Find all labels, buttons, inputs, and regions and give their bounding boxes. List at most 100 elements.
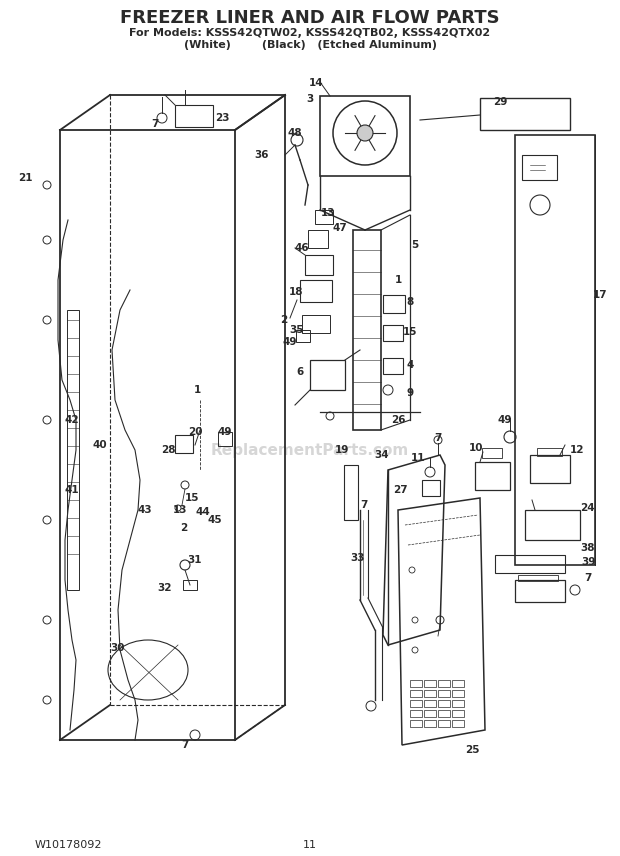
Bar bbox=[530, 455, 570, 483]
Bar bbox=[410, 710, 422, 717]
Text: 7: 7 bbox=[360, 500, 368, 510]
Text: 38: 38 bbox=[581, 543, 595, 553]
Text: 47: 47 bbox=[332, 223, 347, 233]
Text: 28: 28 bbox=[161, 445, 175, 455]
Text: 27: 27 bbox=[392, 485, 407, 495]
Text: 20: 20 bbox=[188, 427, 202, 437]
Bar bbox=[452, 700, 464, 707]
Text: 11: 11 bbox=[410, 453, 425, 463]
Text: 34: 34 bbox=[374, 450, 389, 460]
Text: 15: 15 bbox=[185, 493, 199, 503]
Bar bbox=[515, 135, 595, 565]
Bar bbox=[438, 690, 450, 697]
Bar bbox=[495, 555, 565, 573]
Bar bbox=[183, 580, 197, 590]
Bar bbox=[344, 465, 358, 520]
Bar bbox=[315, 210, 333, 224]
Bar bbox=[438, 720, 450, 727]
Text: 46: 46 bbox=[294, 243, 309, 253]
Text: ReplacementParts.com: ReplacementParts.com bbox=[211, 443, 409, 457]
Bar bbox=[310, 360, 345, 390]
Bar bbox=[424, 690, 436, 697]
Bar bbox=[522, 155, 557, 180]
Text: 41: 41 bbox=[64, 485, 79, 495]
Bar bbox=[305, 255, 333, 275]
Text: 18: 18 bbox=[289, 287, 303, 297]
Text: 30: 30 bbox=[111, 643, 125, 653]
Text: 8: 8 bbox=[406, 297, 414, 307]
Text: 32: 32 bbox=[157, 583, 172, 593]
Bar bbox=[452, 690, 464, 697]
Bar bbox=[438, 700, 450, 707]
Text: 25: 25 bbox=[465, 745, 479, 755]
Text: 49: 49 bbox=[283, 337, 297, 347]
Bar bbox=[480, 98, 570, 130]
Bar bbox=[383, 325, 403, 341]
Text: 42: 42 bbox=[64, 415, 79, 425]
Bar bbox=[452, 680, 464, 687]
Text: 49: 49 bbox=[218, 427, 232, 437]
Bar bbox=[537, 448, 562, 456]
Text: W10178092: W10178092 bbox=[35, 840, 102, 850]
Text: 29: 29 bbox=[493, 97, 507, 107]
Text: 21: 21 bbox=[18, 173, 32, 183]
Bar bbox=[482, 448, 502, 458]
Bar bbox=[67, 310, 79, 590]
Bar bbox=[424, 700, 436, 707]
Bar bbox=[383, 358, 403, 374]
Bar bbox=[300, 280, 332, 302]
Text: 35: 35 bbox=[290, 325, 304, 335]
Bar bbox=[296, 330, 310, 342]
Bar bbox=[175, 435, 193, 453]
Text: For Models: KSSS42QTW02, KSSS42QTB02, KSSS42QTX02: For Models: KSSS42QTW02, KSSS42QTB02, KS… bbox=[130, 28, 490, 38]
Text: 13: 13 bbox=[321, 208, 335, 218]
Text: 14: 14 bbox=[309, 78, 323, 88]
Text: 26: 26 bbox=[391, 415, 405, 425]
Text: (White)        (Black)   (Etched Aluminum): (White) (Black) (Etched Aluminum) bbox=[184, 40, 436, 50]
Text: 44: 44 bbox=[196, 507, 210, 517]
Text: 24: 24 bbox=[580, 503, 595, 513]
Text: 7: 7 bbox=[151, 119, 159, 129]
Bar bbox=[422, 480, 440, 496]
Text: 1: 1 bbox=[193, 385, 201, 395]
Text: 2: 2 bbox=[180, 523, 188, 533]
Text: 10: 10 bbox=[469, 443, 483, 453]
Bar bbox=[308, 230, 328, 248]
Text: 13: 13 bbox=[173, 505, 187, 515]
Bar bbox=[452, 720, 464, 727]
Text: 7: 7 bbox=[435, 433, 441, 443]
Bar bbox=[302, 315, 330, 333]
Bar bbox=[424, 680, 436, 687]
Bar bbox=[410, 700, 422, 707]
Bar bbox=[218, 432, 232, 446]
Text: 2: 2 bbox=[280, 315, 288, 325]
Bar bbox=[410, 680, 422, 687]
Bar bbox=[438, 710, 450, 717]
Text: FREEZER LINER AND AIR FLOW PARTS: FREEZER LINER AND AIR FLOW PARTS bbox=[120, 9, 500, 27]
Text: 9: 9 bbox=[407, 388, 414, 398]
Text: 4: 4 bbox=[406, 360, 414, 370]
Bar bbox=[353, 230, 381, 430]
Text: 17: 17 bbox=[593, 290, 608, 300]
Bar bbox=[383, 295, 405, 313]
Bar bbox=[424, 720, 436, 727]
Text: 40: 40 bbox=[92, 440, 107, 450]
Text: 11: 11 bbox=[303, 840, 317, 850]
Circle shape bbox=[357, 125, 373, 141]
Text: 15: 15 bbox=[403, 327, 417, 337]
Text: 6: 6 bbox=[296, 367, 304, 377]
Text: 7: 7 bbox=[584, 573, 591, 583]
Bar bbox=[515, 580, 565, 602]
Bar bbox=[452, 710, 464, 717]
Text: 7: 7 bbox=[181, 740, 188, 750]
Text: 31: 31 bbox=[188, 555, 202, 565]
Text: 48: 48 bbox=[288, 128, 303, 138]
Bar bbox=[175, 105, 213, 127]
Text: 12: 12 bbox=[570, 445, 584, 455]
Text: 23: 23 bbox=[215, 113, 229, 123]
Bar bbox=[518, 575, 558, 581]
Text: 1: 1 bbox=[394, 275, 402, 285]
Text: 5: 5 bbox=[412, 240, 418, 250]
Text: 3: 3 bbox=[306, 94, 314, 104]
Bar bbox=[320, 96, 410, 176]
